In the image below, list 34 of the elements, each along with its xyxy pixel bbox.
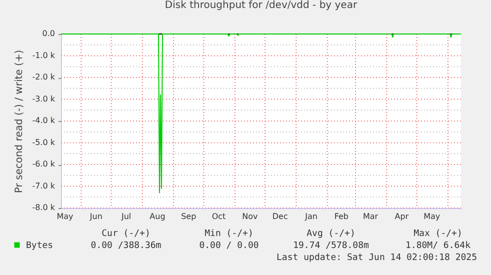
y-tick-label: -4.0 k: [32, 116, 56, 125]
chart-title: Disk throughput for /dev/vdd - by year: [164, 0, 358, 11]
y-axis-title: Pr second read (-) / write (+): [14, 50, 25, 194]
text: 0.00 / 0.00: [199, 241, 259, 251]
x-tick-label: Oct: [212, 212, 226, 221]
y-tick-label: 0.0: [42, 29, 55, 38]
x-tick-label: Aug: [150, 212, 166, 221]
x-tick-label: Dec: [272, 212, 288, 221]
x-tick-label: Feb: [334, 212, 348, 221]
x-tick-label: Mar: [363, 212, 379, 221]
y-tick-label: -5.0 k: [32, 138, 56, 147]
text: Last update: Sat Jun 14 02:00:18 2025: [276, 253, 477, 263]
text: Min (-/+): [204, 229, 254, 239]
x-tick-label: Nov: [242, 212, 258, 221]
y-tick-label: -8.0 k: [32, 203, 56, 212]
text: Cur (-/+): [102, 229, 150, 239]
text: 0.00 /388.36m: [90, 241, 162, 251]
text: Max (-/+): [414, 229, 462, 239]
x-tick-label: May: [56, 212, 74, 221]
y-tick-label: -1.0 k: [32, 50, 56, 60]
text: 19.74 /578.08m: [293, 241, 369, 251]
y-tick-label: -7.0 k: [32, 181, 56, 190]
x-tick-label: May: [424, 212, 440, 221]
text: 1.80M/ 6.64k: [405, 241, 472, 251]
x-tick-label: Jan: [304, 212, 318, 221]
y-tick-label: -6.0 k: [32, 160, 56, 168]
x-tick-label: Apr: [394, 212, 410, 221]
y-tick-label: -3.0 k: [32, 94, 56, 104]
legend-label: Bytes: [26, 241, 54, 251]
x-tick-label: Sep: [181, 212, 196, 221]
y-tick-label: -2.0 k: [32, 72, 56, 82]
text: Avg (-/+): [306, 229, 356, 239]
x-tick-label: Jul: [120, 212, 132, 221]
x-tick-label: Jun: [88, 212, 102, 221]
